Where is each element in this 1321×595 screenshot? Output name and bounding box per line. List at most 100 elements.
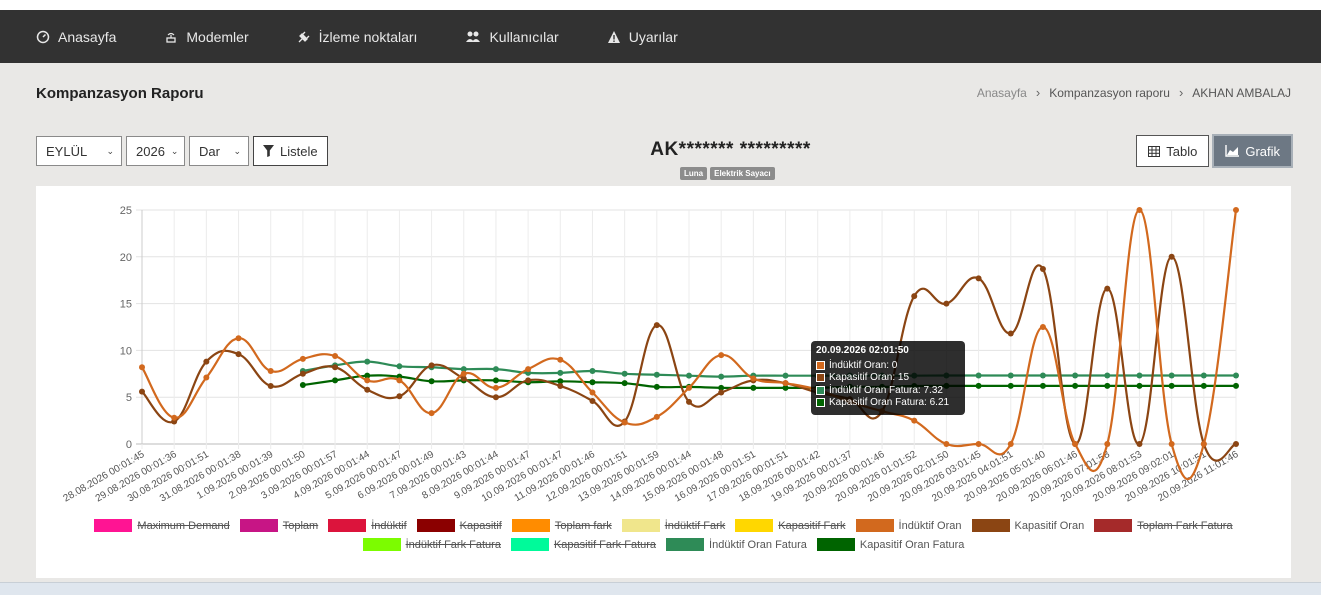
device-badges: Luna Elektrik Sayacı (680, 167, 778, 180)
legend-item[interactable]: İndüktif Fark Fatura (362, 538, 501, 551)
legend-swatch (621, 519, 660, 532)
legend-item[interactable]: Toplam (239, 519, 319, 532)
data-point (299, 382, 306, 389)
browser-top-strip (0, 0, 1321, 10)
y-tick-label: 25 (120, 205, 132, 217)
users-icon (466, 31, 481, 42)
legend-item[interactable]: İndüktif Oran (855, 519, 962, 532)
data-point (1039, 265, 1046, 272)
list-button[interactable]: Listele (253, 136, 328, 166)
data-point (943, 300, 950, 307)
data-point (332, 353, 339, 360)
data-point (653, 413, 660, 420)
data-point (396, 363, 403, 370)
data-point (1168, 253, 1175, 260)
series-line (302, 374, 1236, 390)
tooltip-row-text: Kapasitif Oran: 15 (829, 372, 910, 384)
legend-label: Maximum Demand (137, 519, 230, 532)
chevron-right-icon: › (1178, 85, 1184, 100)
legend-label: İndüktif Fark (664, 519, 726, 532)
nav-label: Modemler (186, 28, 249, 45)
legend-item[interactable]: Maximum Demand (94, 519, 230, 532)
os-taskbar (0, 582, 1321, 595)
data-point (589, 389, 596, 396)
nav-item-izleme-noktalari[interactable]: İzleme noktaları (297, 28, 418, 45)
data-point (1200, 372, 1207, 379)
chart-tooltip: 20.09.2026 02:01:50 İndüktif Oran: 0 Kapa… (811, 341, 965, 415)
data-point (396, 393, 403, 400)
legend-row: Maximum Demand Toplam İndüktif Kapasitif Top… (36, 519, 1291, 532)
legend-item[interactable]: Kapasitif Oran Fatura (816, 538, 964, 551)
data-point (1072, 372, 1079, 379)
data-point (1233, 207, 1239, 213)
data-point (1007, 330, 1014, 337)
legend-swatch (239, 519, 278, 532)
nav-item-kullanicilar[interactable]: Kullanıcılar (465, 28, 559, 45)
type-select[interactable]: Dar ⌄ (189, 136, 249, 166)
data-point (557, 382, 564, 389)
table-view-button[interactable]: Tablo (1136, 135, 1210, 167)
legend-swatch (855, 519, 894, 532)
data-point (428, 410, 435, 417)
legend-item[interactable]: Toplam Fark Fatura (1094, 519, 1233, 532)
table-view-label: Tablo (1166, 143, 1198, 159)
legend-item[interactable]: İndüktif Oran Fatura (666, 538, 807, 551)
data-point (492, 366, 499, 373)
legend-item[interactable]: Kapasitif Fark Fatura (510, 538, 656, 551)
data-point (1200, 441, 1207, 447)
router-icon (166, 32, 177, 43)
data-point (1136, 207, 1143, 213)
list-button-label: Listele (280, 143, 318, 159)
data-point (686, 384, 692, 391)
nav-item-uyarilar[interactable]: Uyarılar (607, 29, 678, 45)
data-point (1104, 382, 1111, 389)
data-point (1039, 382, 1046, 389)
data-point (975, 275, 982, 282)
legend-swatch (511, 519, 550, 532)
data-point (460, 366, 467, 373)
legend-item[interactable]: İndüktif Fark (621, 519, 726, 532)
data-point (750, 384, 757, 391)
chart-card: 0 5 10 15 20 25 28.08.2026 00:01:45 29.08.2026 … (36, 186, 1291, 578)
legend-item[interactable]: Toplam fark (511, 519, 612, 532)
data-point (782, 380, 789, 387)
tooltip-row: Kapasitif Oran Fatura: 6.21 (816, 397, 960, 410)
chevron-down-icon: ⌄ (106, 145, 114, 156)
data-point (653, 371, 660, 378)
data-point (1104, 285, 1111, 292)
data-point (782, 384, 789, 391)
legend-swatch (328, 519, 367, 532)
chart-view-button[interactable]: Grafik (1212, 134, 1293, 168)
data-point (1200, 382, 1207, 389)
legend-item[interactable]: Kapasitif Fark (735, 519, 846, 532)
legend-label: Kapasitif Oran (1014, 519, 1085, 532)
series-line (302, 360, 1236, 378)
data-point (492, 394, 499, 401)
legend-label: İndüktif Oran (898, 519, 962, 532)
type-select-value: Dar (199, 143, 220, 159)
year-select[interactable]: 2026 ⌄ (126, 136, 185, 166)
device-title: AK******* ********* (650, 139, 811, 160)
nav-item-modemler[interactable]: Modemler (164, 28, 249, 45)
breadcrumb-section[interactable]: Kompanzasyon raporu (1049, 85, 1170, 100)
month-select[interactable]: EYLÜL ⌄ (36, 136, 122, 166)
nav-label: Kullanıcılar (489, 28, 559, 45)
breadcrumb-home[interactable]: Anasayfa (976, 85, 1027, 100)
nav-item-anasayfa[interactable]: Anasayfa (36, 29, 116, 45)
data-point (1007, 372, 1014, 379)
data-point (203, 374, 210, 381)
year-select-value: 2026 (136, 143, 165, 159)
legend-item[interactable]: İndüktif (328, 519, 407, 532)
nav-label: İzleme noktaları (318, 28, 418, 45)
data-point (718, 373, 725, 380)
data-point (943, 441, 950, 447)
legend-item[interactable]: Kapasitif Oran (971, 519, 1085, 532)
chart-legend: Maximum Demand Toplam İndüktif Kapasitif Top… (36, 519, 1291, 557)
data-point (975, 441, 982, 447)
tooltip-row: İndüktif Oran: 0 (816, 359, 960, 372)
data-point (718, 384, 725, 391)
data-point (686, 398, 692, 405)
legend-swatch (1094, 519, 1133, 532)
legend-item[interactable]: Kapasitif (416, 519, 502, 532)
legend-label: Toplam (282, 519, 319, 532)
